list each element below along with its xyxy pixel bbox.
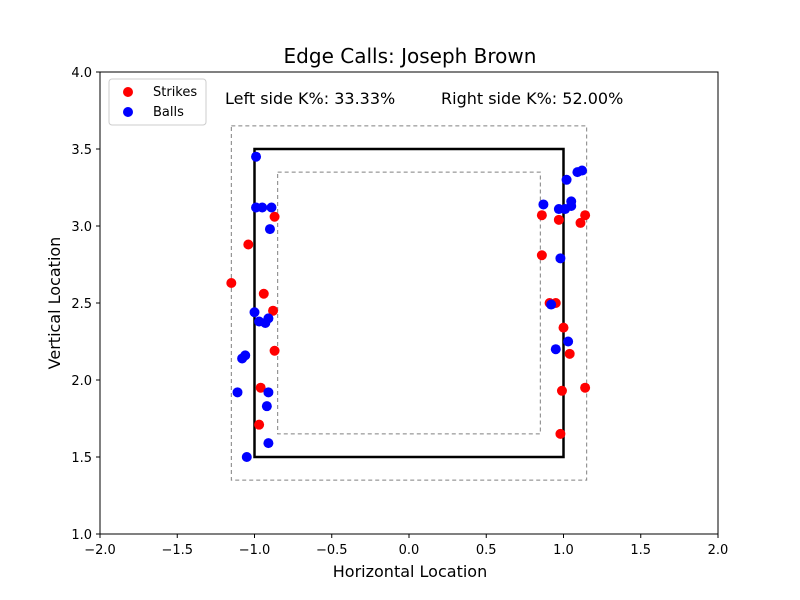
y-tick-label: 1.0 (71, 528, 92, 543)
point-strikes (558, 322, 569, 333)
strike-zone-boundary (253, 147, 565, 459)
point-balls (263, 438, 274, 449)
point-strikes (536, 210, 547, 221)
x-tick-label: 2.0 (708, 543, 729, 558)
plot-area (99, 71, 719, 535)
point-strikes (555, 428, 566, 439)
point-balls (555, 253, 566, 264)
data-points-group (226, 151, 591, 462)
point-strikes (269, 211, 280, 222)
y-axis-ticks: 1.0 1.5 2.0 2.5 3.0 3.5 4.0 (71, 66, 100, 543)
outer-zone-boundary (230, 125, 588, 481)
point-balls (538, 199, 549, 210)
x-axis-label: Horizontal Location (333, 562, 487, 581)
point-balls (546, 299, 557, 310)
point-balls (263, 313, 274, 324)
y-axis-label: Vertical Location (45, 237, 64, 370)
y-tick-label: 2.0 (71, 374, 92, 389)
y-tick-label: 3.0 (71, 220, 92, 235)
point-strikes (255, 382, 266, 393)
point-balls (249, 307, 260, 318)
y-tick-label: 3.5 (71, 143, 92, 158)
point-strikes (536, 250, 547, 261)
point-strikes (580, 382, 591, 393)
point-strikes (575, 217, 586, 228)
point-balls (550, 344, 561, 355)
x-tick-label: 0.0 (399, 543, 420, 558)
point-balls (561, 174, 572, 185)
point-strikes (254, 419, 265, 430)
zone-group (230, 125, 588, 481)
point-balls (266, 202, 277, 213)
legend-label-balls: Balls (153, 105, 184, 120)
point-strikes (243, 239, 254, 250)
legend-box (108, 78, 207, 126)
x-tick-label: 1.0 (553, 543, 574, 558)
x-tick-label: −1.0 (239, 543, 271, 558)
legend-marker-strikes (123, 87, 133, 97)
x-tick-label: −2.0 (84, 543, 116, 558)
x-tick-label: −1.5 (161, 543, 193, 558)
x-axis-ticks: −2.0 −1.5 −1.0 −0.5 0.0 0.5 1.0 1.5 2.0 (84, 534, 728, 558)
x-tick-label: 0.5 (476, 543, 497, 558)
point-strikes (564, 348, 575, 359)
point-balls (577, 165, 588, 176)
point-balls (263, 387, 274, 398)
point-strikes (556, 385, 567, 396)
point-balls (232, 387, 243, 398)
point-strikes (553, 214, 564, 225)
point-strikes (226, 277, 237, 288)
x-tick-label: 1.5 (630, 543, 651, 558)
point-balls (251, 151, 262, 162)
x-tick-label: −0.5 (316, 543, 348, 558)
point-balls (566, 196, 577, 207)
legend-marker-balls (123, 107, 133, 117)
inner-zone-boundary (277, 171, 541, 435)
point-balls (257, 202, 268, 213)
chart-title: Edge Calls: Joseph Brown (284, 44, 537, 68)
point-strikes (258, 288, 269, 299)
point-balls (563, 336, 574, 347)
y-tick-label: 2.5 (71, 297, 92, 312)
point-balls (241, 452, 252, 462)
point-balls (264, 224, 275, 235)
y-tick-label: 4.0 (71, 66, 92, 81)
right-side-k-percent-annotation: Right side K%: 52.00% (441, 89, 623, 108)
legend: Strikes Balls (108, 78, 207, 126)
point-strikes (269, 345, 280, 356)
legend-label-strikes: Strikes (153, 85, 197, 100)
point-balls (261, 401, 272, 412)
y-tick-label: 1.5 (71, 451, 92, 466)
left-side-k-percent-annotation: Left side K%: 33.33% (225, 89, 395, 108)
point-balls (237, 353, 248, 364)
point-strikes (268, 305, 279, 316)
point-strikes (580, 210, 591, 221)
